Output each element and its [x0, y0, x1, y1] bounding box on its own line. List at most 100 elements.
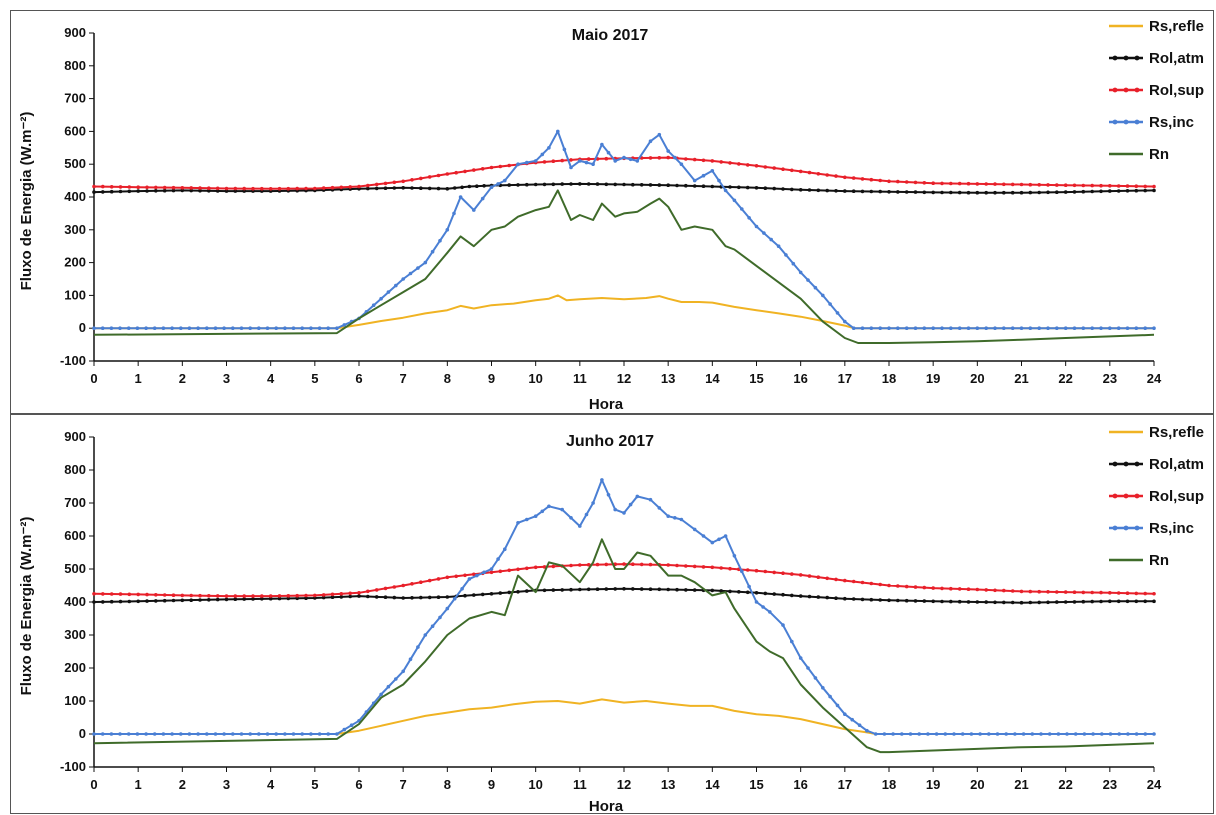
- chart-1-series-rol-atm-point: [321, 595, 326, 600]
- chart-1-series-rol-sup-point: [1143, 591, 1147, 596]
- chart-0-legend-label: Rol,sup: [1149, 82, 1204, 99]
- chart-0-series-rol-sup-point: [339, 185, 344, 190]
- chart-0-series-rol-sup-point: [118, 185, 123, 189]
- chart-1-series-rol-atm-point: [657, 587, 662, 592]
- chart-1-series-rol-atm-point: [869, 597, 874, 602]
- chart-0-series-rol-sup-point: [790, 168, 794, 173]
- chart-1-series-rol-sup-point: [1152, 591, 1156, 596]
- chart-1-series-rol-sup-point: [1002, 588, 1006, 593]
- chart-0-series-rol-sup-point: [127, 185, 132, 189]
- chart-1-series-rol-sup-point: [984, 588, 988, 592]
- chart-1-series-rol-sup-point: [940, 586, 944, 591]
- chart-1-series-rs-inc-point: [891, 732, 895, 736]
- chart-0-series-rs-refle: [94, 294, 1154, 330]
- chart-1-series-rol-atm-point: [631, 587, 635, 591]
- chart-0-series-rs-inc-point: [309, 326, 313, 331]
- chart-0-y-tick-label: -100: [60, 353, 86, 368]
- chart-0-series-rol-sup-point: [215, 186, 220, 191]
- chart-0-series-rs-inc-point: [1063, 326, 1068, 331]
- chart-0-series-rol-atm-point: [869, 189, 874, 194]
- chart-0-series-rol-atm-point: [1037, 190, 1041, 195]
- chart-0-series-rol-sup-point: [357, 184, 361, 189]
- chart-1-series-rol-sup-point: [348, 591, 353, 596]
- chart-1-series-rol-sup-point: [816, 575, 821, 579]
- chart-1-series-rs-inc-point: [309, 732, 313, 736]
- chart-0-series-rs-inc-point: [416, 266, 420, 270]
- chart-0-series-rs-inc-point: [187, 326, 192, 331]
- chart-0-series-rol-atm-point: [215, 189, 220, 193]
- chart-1-x-tick-label: 2: [179, 777, 186, 792]
- chart-1-series-rol-atm-point: [1108, 599, 1112, 604]
- chart-0-series-rol-sup-point: [719, 160, 723, 164]
- chart-1-y-tick-label: 900: [64, 429, 86, 444]
- chart-0-series-rol-atm-point: [1010, 190, 1015, 195]
- chart-1-series-rol-atm-point: [798, 594, 803, 598]
- chart-1-series-rol-sup-point: [507, 568, 512, 573]
- chart-0-series-rol-atm-point: [851, 189, 856, 193]
- chart-0-series-rs-inc-point: [1108, 326, 1112, 331]
- chart-0-series-rs-inc-point: [547, 146, 551, 150]
- chart-1-series-rol-atm-point: [684, 588, 688, 592]
- chart-1-series-rol-sup-point: [1099, 590, 1103, 595]
- chart-0-series-rs-inc-point: [503, 178, 507, 183]
- chart-1-legend-label: Rs,refle: [1149, 424, 1204, 441]
- chart-1-series-rs-inc-point: [926, 732, 930, 736]
- chart-1-legend-label: Rol,atm: [1149, 456, 1204, 473]
- chart-0-series-rs-inc-point: [1081, 326, 1086, 331]
- chart-panel-maio: 900 800 700 600 500 400 300 200 100 0 -100 0 1 2 3 4 5 6 7…: [10, 10, 1214, 414]
- chart-1-series-rs-inc-point: [231, 732, 235, 736]
- chart-0-y-tick-label: 100: [64, 287, 86, 302]
- chart-0-series-rol-sup-point: [1063, 183, 1068, 187]
- chart-0-series-rs-inc-point: [762, 231, 766, 235]
- chart-1-series-rs-inc-point: [291, 732, 296, 736]
- chart-0-series-rol-sup-point: [233, 186, 238, 191]
- chart-0-series-rs-inc-point: [710, 169, 715, 173]
- chart-1-series-rs-inc-point: [196, 732, 200, 736]
- chart-0-series-rol-sup-point: [798, 169, 803, 174]
- chart-1-series-rs-inc-point: [1091, 732, 1095, 736]
- chart-1-series-rol-atm-point: [843, 596, 847, 601]
- chart-0-series-rol-atm-point: [475, 184, 479, 188]
- chart-1-series-rol-sup-point: [321, 593, 326, 597]
- chart-0-series-rol-atm-point: [1019, 190, 1024, 195]
- chart-1-series-rol-atm-point: [268, 596, 273, 601]
- chart-0-series-rs-inc-point: [430, 249, 435, 254]
- chart-1-series-rol-atm-point: [913, 599, 918, 603]
- chart-1-series-rol-sup-point: [419, 580, 423, 584]
- chart-1-series-rs-inc-point: [740, 569, 744, 573]
- chart-1-series-rs-inc-point: [1039, 732, 1043, 736]
- chart-1-series-rs-inc-point: [843, 712, 847, 716]
- chart-0-series-rol-sup-point: [878, 178, 882, 183]
- chart-1-series-rol-sup-point: [189, 593, 193, 598]
- chart-1-series-rol-atm-point: [728, 589, 732, 594]
- chart-0-series-rs-inc-point: [1046, 326, 1050, 331]
- chart-1-series-rol-sup-point: [772, 570, 776, 575]
- chart-1-x-tick-label: 14: [705, 777, 720, 792]
- chart-1-series-rol-atm-point: [154, 599, 158, 603]
- chart-0-series-rs-inc-point: [92, 326, 96, 331]
- chart-0-series-rs-inc-point: [291, 326, 296, 331]
- chart-1-series-rol-sup-point: [436, 577, 441, 581]
- chart-1-series-rol-atm-point: [1152, 599, 1156, 604]
- chart-0-series-rol-atm-point: [569, 182, 573, 186]
- chart-1-series-rs-inc-point: [317, 732, 322, 736]
- chart-1-series-rol-atm-point: [922, 599, 927, 603]
- chart-1-series-rs-inc-point: [943, 732, 948, 736]
- chart-1-series-rs-inc-point: [274, 732, 279, 736]
- chart-0-series-rol-sup-point: [242, 186, 246, 191]
- chart-1-series-rol-sup-point: [224, 594, 229, 598]
- chart-1-series-rs-inc-point: [798, 656, 803, 660]
- chart-1-series-rn: [93, 538, 1155, 754]
- chart-1-x-tick-label: 7: [400, 777, 407, 792]
- chart-0-series-rol-sup-point: [374, 182, 379, 187]
- chart-0-series-rs-inc-point: [957, 326, 962, 331]
- chart-1-series-rol-sup-point: [215, 594, 220, 598]
- chart-0-series-rs-inc-point: [1125, 326, 1130, 331]
- chart-1-series-rs-inc-point: [969, 732, 974, 736]
- chart-0-series-rol-sup-point: [136, 185, 140, 189]
- chart-1-series-rol-atm-point: [516, 590, 520, 594]
- chart-1-series-rs-inc-point: [533, 514, 538, 518]
- chart-0-series-rol-sup-point: [101, 184, 105, 189]
- chart-1-series-rol-sup-point: [904, 584, 909, 589]
- chart-0-legend-item-rn: Rn: [1109, 146, 1169, 163]
